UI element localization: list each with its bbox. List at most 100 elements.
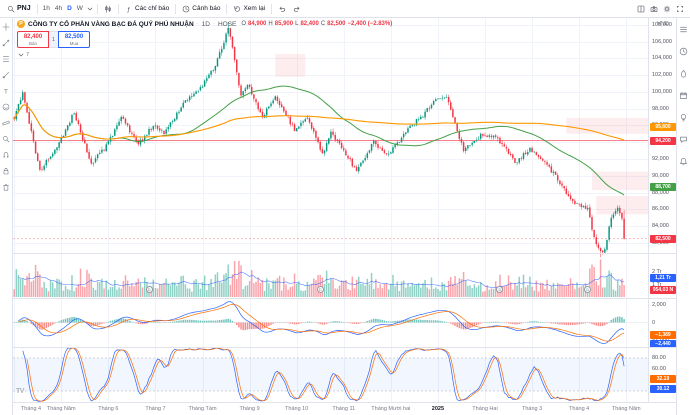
toolbar-divider: [96, 3, 98, 14]
replay-label: Xem lại: [243, 5, 266, 12]
layout-grid-icon[interactable]: [637, 5, 645, 13]
interval-button-1w[interactable]: W: [76, 5, 83, 12]
axis-tick-label: 86,000: [652, 206, 669, 213]
magnet-tool-icon[interactable]: [1, 150, 11, 160]
time-axis-label: Tháng 11: [332, 406, 356, 412]
chart-canvas[interactable]: [13, 18, 648, 402]
axis-price-badge: 1,21 Tr: [650, 273, 676, 282]
legend-separator: ·: [212, 21, 215, 27]
emoji-tool-icon[interactable]: [1, 102, 11, 112]
watchlist-panel-icon[interactable]: [679, 24, 689, 34]
replay-icon: [233, 5, 241, 13]
axis-tick-label: 2,000: [652, 302, 666, 308]
axis-price-badge: 82,500: [650, 234, 676, 243]
axis-tick-label: 108,000: [652, 21, 672, 28]
right-sidebar-rail: [676, 18, 690, 415]
indicators-fx-icon: ƒ: [125, 5, 133, 13]
svg-text:ƒ: ƒ: [127, 7, 130, 13]
time-axis-label: Tháng 7: [145, 406, 166, 412]
time-axis-label: Tháng 9: [239, 406, 260, 412]
axis-tick-label: 82,000: [652, 239, 669, 246]
indicators-label: Các chỉ báo: [134, 5, 170, 12]
buy-label: Mua: [69, 40, 79, 46]
axis-tick-label: 104,000: [652, 55, 672, 62]
axis-price-badge: 32.19: [650, 375, 676, 384]
time-axis-label: Tháng 3: [521, 406, 543, 412]
brush-tool-icon[interactable]: [1, 70, 11, 80]
axis-price-badge: −2,440: [650, 339, 676, 348]
legend-exchange: HOSE: [217, 20, 237, 28]
undo-icon[interactable]: [275, 3, 289, 15]
replay-button[interactable]: Xem lại: [230, 3, 268, 15]
time-axis[interactable]: Tháng 4 Tháng Năm Tháng 6 Tháng 7 Tháng Tám T…: [13, 402, 648, 415]
axis-tick-label: 88,000: [652, 189, 669, 196]
ideas-panel-icon[interactable]: [679, 112, 689, 122]
interval-button-1h[interactable]: 1h: [42, 5, 50, 12]
axis-price-badge: 30.12: [650, 385, 676, 394]
text-tool-icon[interactable]: T: [1, 86, 11, 96]
zoom-tool-icon[interactable]: [1, 134, 11, 144]
axis-tick-label: 0: [652, 319, 656, 326]
sell-price: 82,400: [23, 33, 43, 40]
change-value: −2,400 (−2.83%): [347, 21, 393, 27]
time-axis-label: Tháng Mười hai: [371, 406, 411, 412]
time-axis-label: Tháng Tám: [188, 406, 217, 412]
fullscreen-icon[interactable]: [676, 5, 684, 13]
toolbar-divider: [117, 3, 119, 14]
chart-type-button[interactable]: [101, 3, 115, 15]
alerts-clock-panel-icon[interactable]: [679, 46, 689, 56]
close-value: 82,500: [327, 21, 346, 27]
toolbar-divider: [271, 3, 273, 14]
chat-panel-icon[interactable]: [679, 134, 689, 144]
buy-price: 82,500: [64, 33, 84, 40]
symbol-search-button[interactable]: PNJ: [4, 3, 34, 15]
tradingview-logo[interactable]: TV: [16, 388, 24, 395]
legend-interval: 1D: [201, 20, 210, 28]
symbol-logo: P: [17, 20, 25, 28]
hotlist-panel-icon[interactable]: [679, 68, 689, 78]
buy-button[interactable]: 82,500 Mua: [58, 31, 90, 48]
calendar-panel-icon[interactable]: [679, 90, 689, 100]
sell-button[interactable]: 82,400 Bán: [17, 31, 49, 48]
time-axis-label: Tháng Hai: [472, 406, 498, 412]
alert-label: Cảnh báo: [192, 5, 221, 12]
interval-button-4h[interactable]: 4h: [54, 5, 63, 12]
time-axis-label: 2025: [431, 406, 445, 412]
time-axis-label: Tháng Năm: [46, 406, 76, 412]
trade-panel: 82,400 Bán 1 82,500 Mua: [17, 31, 392, 48]
axis-price-badge: 95,800: [650, 123, 676, 132]
notifications-panel-icon[interactable]: [679, 156, 689, 166]
axis-currency-label[interactable]: VND: [657, 21, 669, 27]
time-axis-label: Tháng 6: [98, 406, 119, 412]
collapsed-indicators-toggle[interactable]: 7: [17, 51, 392, 59]
crosshair-tool-icon[interactable]: [1, 22, 11, 32]
axis-tick-label: 100,000: [652, 88, 672, 95]
sell-label: Bán: [28, 40, 37, 46]
measure-tool-icon[interactable]: [1, 118, 11, 128]
toolbar-divider: [226, 3, 228, 14]
axis-tick-label: 80.00: [652, 355, 666, 361]
toolbar-right-group: [637, 5, 686, 13]
trend-line-tool-icon[interactable]: [1, 38, 11, 48]
symbol-legend-row[interactable]: P CÔNG TY CỔ PHẦN VÀNG BẠC ĐÁ QUÝ PHÚ NH…: [17, 20, 392, 28]
ohlc-values: O 84,900 H 85,900 L 82,400 C 82,500 −2,400 (…: [241, 21, 393, 27]
trash-tool-icon[interactable]: [1, 182, 11, 192]
drawing-tools-rail: T: [0, 18, 13, 415]
price-axis[interactable]: VND 108,000 106,000 104,000 102,000 100,000 9…: [648, 18, 677, 415]
axis-tick-label: 2 Tr: [652, 269, 662, 275]
interval-button-1d[interactable]: D: [67, 5, 72, 12]
chevron-down-icon[interactable]: [86, 5, 94, 13]
gear-icon[interactable]: [663, 5, 671, 13]
axis-tick-label: 102,000: [652, 72, 672, 79]
camera-icon[interactable]: [650, 5, 658, 13]
lock-tool-icon[interactable]: [1, 166, 11, 176]
axis-tick-label: 60.00: [652, 366, 666, 372]
fib-retracement-tool-icon[interactable]: [1, 54, 11, 64]
indicators-button[interactable]: ƒ Các chỉ báo: [122, 3, 172, 15]
alert-button[interactable]: Cảnh báo: [179, 3, 223, 15]
collapsed-indicators-count: 7: [26, 52, 30, 58]
open-value: 84,900: [248, 21, 267, 27]
redo-icon[interactable]: [290, 3, 304, 15]
axis-tick-label: 1 Tr: [652, 281, 662, 288]
